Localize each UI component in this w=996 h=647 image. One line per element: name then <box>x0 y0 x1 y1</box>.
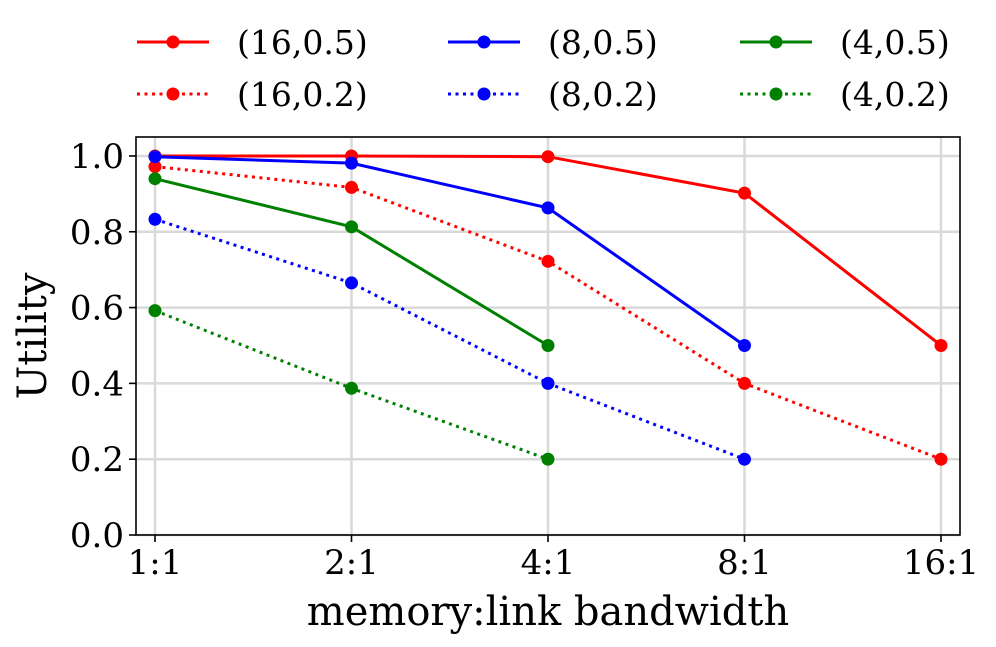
legend-marker <box>166 35 180 49</box>
series-layer <box>148 149 948 466</box>
data-point <box>738 452 751 466</box>
series-(16,0.2) <box>148 160 948 466</box>
y-tick-label: 0.8 <box>70 213 124 253</box>
data-point <box>738 376 751 390</box>
legend-label: (4,0.5) <box>840 23 950 62</box>
legend-label: (16,0.5) <box>237 23 368 62</box>
data-point <box>148 212 162 226</box>
legend-marker <box>769 87 783 101</box>
data-point <box>738 338 751 352</box>
y-tick-label: 0.0 <box>70 516 124 556</box>
legend-item: (8,0.5) <box>448 23 658 62</box>
data-point <box>148 160 162 174</box>
x-tick-label: 16:1 <box>903 543 979 583</box>
legend-item: (4,0.5) <box>740 23 950 62</box>
data-point <box>345 276 358 290</box>
series-(4,0.2) <box>148 304 555 466</box>
legend-marker <box>477 87 491 101</box>
data-point <box>541 150 555 164</box>
data-point <box>148 304 162 318</box>
legend-marker <box>477 35 491 49</box>
legend-marker <box>166 87 180 101</box>
data-point <box>345 180 358 194</box>
data-point <box>148 150 162 164</box>
data-point <box>541 376 555 390</box>
y-tick-label: 0.6 <box>70 289 124 329</box>
legend-label: (16,0.2) <box>237 75 368 114</box>
x-tick-label: 8:1 <box>717 543 772 583</box>
legend-label: (8,0.2) <box>548 75 658 114</box>
data-point <box>541 338 555 352</box>
x-tick-label: 2:1 <box>324 543 379 583</box>
legend-label: (8,0.5) <box>548 23 658 62</box>
y-tick-label: 0.2 <box>70 440 124 480</box>
data-point <box>738 186 751 200</box>
series-(8,0.5) <box>148 150 751 352</box>
data-point <box>541 452 555 466</box>
y-tick-label: 0.4 <box>70 364 124 404</box>
data-point <box>934 338 948 352</box>
legend-item: (16,0.5) <box>137 23 368 62</box>
legend-marker <box>769 35 783 49</box>
x-axis-ticks: 1:1 2:1 4:1 8:1 16:1 <box>128 535 979 583</box>
data-point <box>148 172 162 186</box>
y-axis-ticks: 0.0 0.2 0.4 0.6 0.8 1.0 <box>70 137 136 556</box>
y-axis-title: Utility <box>10 272 56 399</box>
x-axis-title: memory:link bandwidth <box>307 589 789 635</box>
data-point <box>345 381 358 395</box>
series-line <box>154 155 746 347</box>
data-point <box>345 220 358 234</box>
legend-item: (4,0.2) <box>740 75 950 114</box>
series-(4,0.5) <box>148 172 555 352</box>
series-(8,0.2) <box>148 212 751 466</box>
x-tick-label: 1:1 <box>128 543 183 583</box>
legend-item: (8,0.2) <box>448 75 658 114</box>
data-point <box>541 254 555 268</box>
data-point <box>934 452 948 466</box>
series-line <box>154 217 746 461</box>
x-tick-label: 4:1 <box>521 543 576 583</box>
data-point <box>541 201 555 215</box>
legend: (16,0.5) (8,0.5) (4,0.5) (16,0.2) (8,0.2) (4,… <box>137 23 950 114</box>
data-point <box>345 156 358 170</box>
legend-label: (4,0.2) <box>840 75 950 114</box>
legend-item: (16,0.2) <box>137 75 368 114</box>
grid <box>136 137 960 537</box>
y-tick-label: 1.0 <box>70 137 124 177</box>
